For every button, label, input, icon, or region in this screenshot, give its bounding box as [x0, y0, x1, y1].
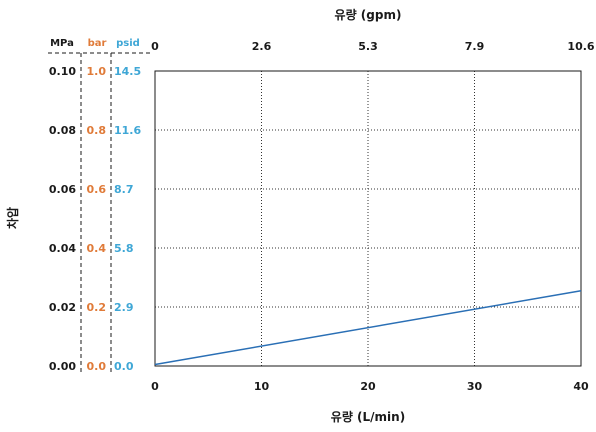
y-axis-unit-psid: psid	[116, 38, 140, 49]
y-tick-label-psid: 8.7	[114, 183, 134, 196]
y-tick-label-MPa: 0.02	[49, 301, 76, 314]
plot-frame	[154, 70, 582, 367]
y-tick-label-bar: 0.0	[87, 360, 107, 373]
series-layer	[154, 290, 582, 366]
y-axis-unit-MPa: MPa	[50, 38, 74, 49]
y-tick-label-psid: 5.8	[114, 242, 134, 255]
y-tick-label-psid: 2.9	[114, 301, 134, 314]
grid-lines	[155, 71, 581, 366]
x-axis-title: 유량 (L/min)	[331, 410, 405, 424]
y-tick-label-psid: 14.5	[114, 65, 141, 78]
x-tick-label: 40	[573, 380, 589, 393]
x2-axis-title: 유량 (gpm)	[335, 8, 402, 22]
y-tick-label-MPa: 0.04	[49, 242, 76, 255]
y-tick-label-psid: 0.0	[114, 360, 134, 373]
y-tick-label-bar: 1.0	[87, 65, 107, 78]
y-axis-title: 차압	[5, 207, 20, 229]
y-tick-label-bar: 0.6	[87, 183, 107, 196]
x2-tick-label: 7.9	[465, 40, 485, 53]
x2-tick-label: 5.3	[358, 40, 378, 53]
y-tick-label-bar: 0.8	[87, 124, 107, 137]
x-tick-label: 0	[151, 380, 159, 393]
y-tick-label-bar: 0.2	[87, 301, 107, 314]
x2-tick-label: 0	[151, 40, 159, 53]
y-tick-label-MPa: 0.10	[49, 65, 76, 78]
y-tick-label-psid: 11.6	[114, 124, 141, 137]
y-tick-label-MPa: 0.06	[49, 183, 76, 196]
x-tick-label: 10	[254, 380, 270, 393]
y-tick-label-bar: 0.4	[87, 242, 107, 255]
y-axis-unit-bar: bar	[88, 38, 107, 49]
x2-tick-label: 2.6	[252, 40, 272, 53]
x2-tick-label: 10.6	[567, 40, 594, 53]
x-axes: 0 10 20 30 40 0 2.6 5.3 7.9 10.6	[151, 40, 595, 393]
y-axes: MPa 0.00 0.02 0.04 0.06 0.08 0.10 bar 0.0 0.2 0.4 0…	[48, 38, 151, 375]
y-tick-label-MPa: 0.00	[49, 360, 76, 373]
series-line	[154, 290, 582, 366]
x-tick-label: 30	[467, 380, 483, 393]
x-tick-label: 20	[360, 380, 376, 393]
y-tick-label-MPa: 0.08	[49, 124, 76, 137]
